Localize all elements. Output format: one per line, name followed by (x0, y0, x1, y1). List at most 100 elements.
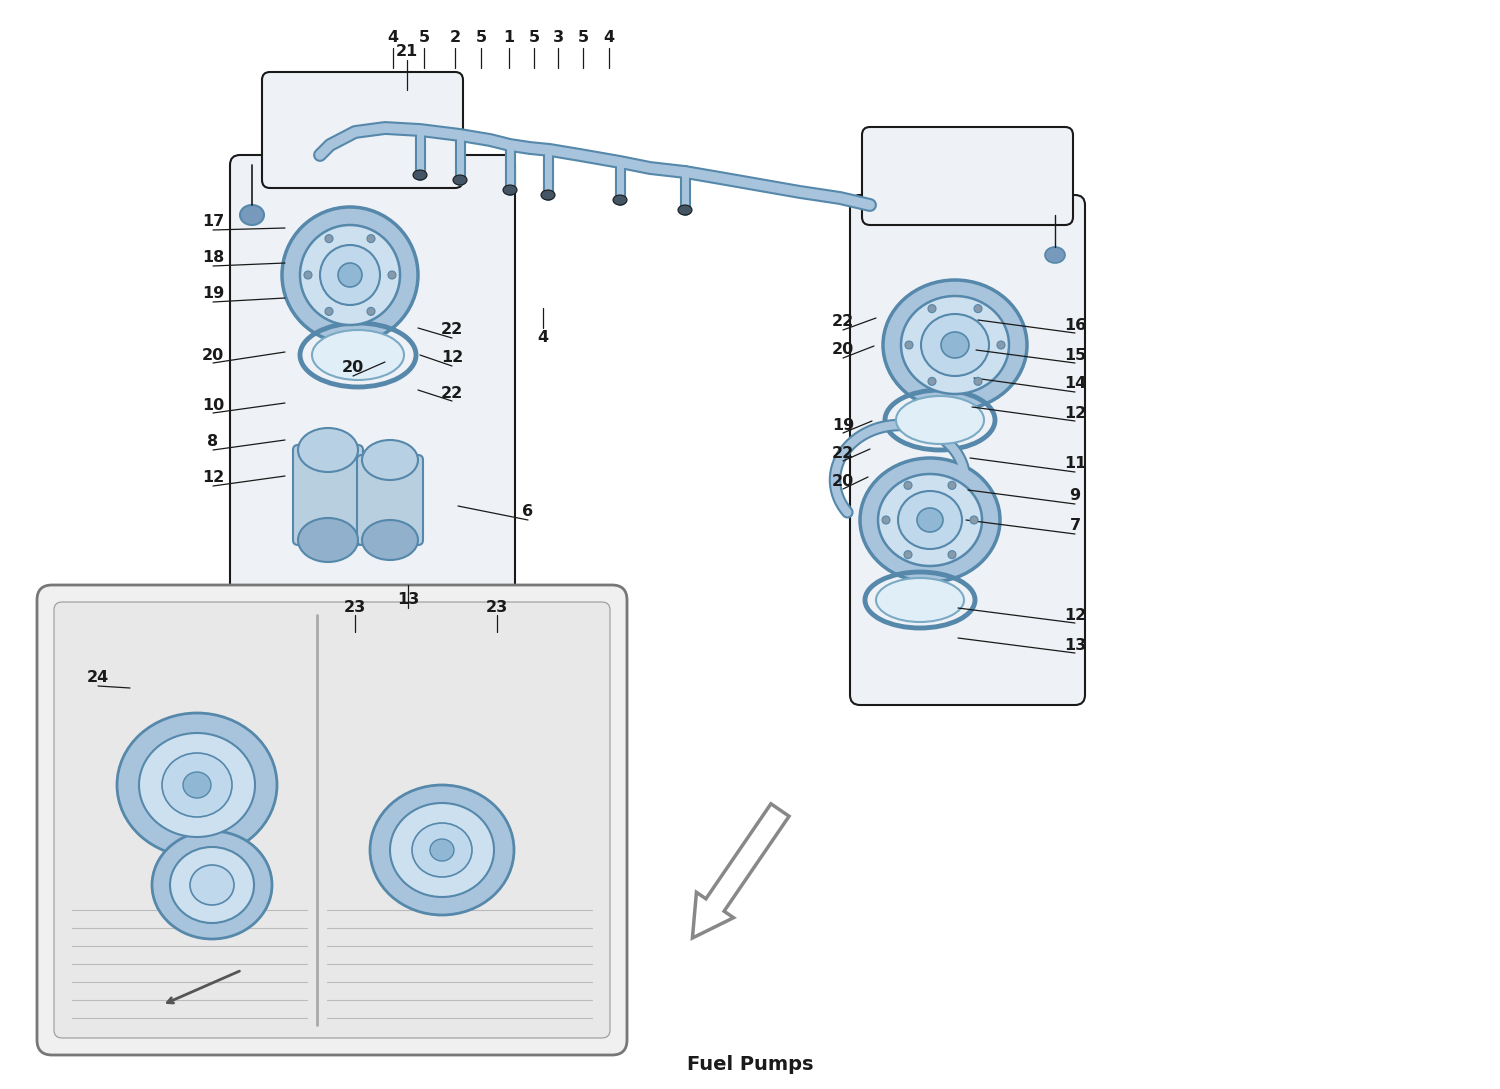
Ellipse shape (413, 170, 428, 180)
Text: 8: 8 (207, 435, 219, 450)
Text: 21: 21 (396, 45, 418, 60)
Ellipse shape (921, 314, 988, 376)
Text: 15: 15 (1064, 347, 1086, 363)
Text: 5: 5 (528, 30, 540, 46)
Ellipse shape (940, 332, 969, 358)
Ellipse shape (876, 578, 965, 622)
FancyBboxPatch shape (862, 127, 1072, 225)
Ellipse shape (970, 516, 978, 524)
Text: 3: 3 (552, 30, 564, 46)
Ellipse shape (974, 305, 982, 313)
Text: 18: 18 (202, 250, 223, 266)
Ellipse shape (413, 823, 472, 877)
Ellipse shape (882, 516, 890, 524)
Ellipse shape (916, 507, 944, 533)
Text: 19: 19 (833, 417, 854, 432)
Ellipse shape (896, 396, 984, 444)
Ellipse shape (998, 341, 1005, 348)
Ellipse shape (152, 831, 272, 939)
Text: 22: 22 (441, 386, 464, 401)
Text: 22: 22 (833, 445, 854, 461)
FancyBboxPatch shape (38, 585, 627, 1055)
FancyBboxPatch shape (357, 455, 423, 544)
Text: 4: 4 (537, 330, 549, 345)
Ellipse shape (928, 378, 936, 386)
Ellipse shape (240, 205, 264, 225)
Text: 5: 5 (419, 30, 429, 46)
Text: 24: 24 (87, 671, 109, 685)
Text: 4: 4 (603, 30, 615, 46)
Ellipse shape (859, 458, 1000, 582)
Text: 5: 5 (476, 30, 486, 46)
FancyArrow shape (693, 804, 789, 938)
FancyBboxPatch shape (54, 602, 610, 1038)
Text: 10: 10 (202, 397, 223, 413)
Ellipse shape (298, 518, 358, 562)
Ellipse shape (948, 481, 956, 489)
Text: 9: 9 (1070, 489, 1080, 503)
Ellipse shape (368, 307, 375, 316)
Ellipse shape (878, 474, 983, 566)
Ellipse shape (298, 428, 358, 472)
Ellipse shape (974, 378, 982, 386)
Text: 5: 5 (578, 30, 588, 46)
Text: 13: 13 (1064, 637, 1086, 652)
Ellipse shape (390, 803, 494, 897)
Ellipse shape (183, 772, 211, 798)
Ellipse shape (368, 234, 375, 243)
Text: 19: 19 (202, 286, 223, 302)
Text: 6: 6 (522, 504, 534, 519)
Ellipse shape (162, 752, 232, 817)
Text: 16: 16 (1064, 318, 1086, 332)
FancyBboxPatch shape (230, 155, 514, 595)
Ellipse shape (320, 245, 380, 305)
Text: 20: 20 (833, 343, 854, 357)
Ellipse shape (117, 713, 278, 857)
Text: 17: 17 (202, 215, 223, 230)
Ellipse shape (338, 264, 362, 287)
Text: 12: 12 (1064, 405, 1086, 420)
Ellipse shape (430, 839, 454, 861)
Ellipse shape (362, 440, 419, 480)
Ellipse shape (948, 551, 956, 559)
Text: 13: 13 (398, 592, 418, 608)
Ellipse shape (362, 521, 419, 560)
FancyBboxPatch shape (262, 72, 464, 188)
Ellipse shape (304, 271, 312, 279)
Ellipse shape (170, 847, 254, 923)
Text: 23: 23 (486, 600, 508, 614)
Text: 2: 2 (450, 30, 460, 46)
Ellipse shape (1046, 247, 1065, 264)
Ellipse shape (453, 175, 466, 185)
FancyBboxPatch shape (850, 195, 1084, 705)
Text: 12: 12 (1064, 608, 1086, 623)
Ellipse shape (503, 185, 518, 195)
Ellipse shape (388, 271, 396, 279)
Text: 4: 4 (387, 30, 399, 46)
Text: 22: 22 (833, 315, 854, 330)
Ellipse shape (678, 205, 692, 215)
Ellipse shape (904, 481, 912, 489)
Text: 12: 12 (202, 470, 223, 486)
Ellipse shape (904, 341, 914, 348)
Text: 14: 14 (1064, 377, 1086, 392)
Text: 20: 20 (833, 474, 854, 489)
Text: 12: 12 (441, 351, 464, 366)
Text: Fuel Pumps: Fuel Pumps (687, 1055, 813, 1075)
Ellipse shape (884, 280, 1028, 409)
Ellipse shape (370, 785, 514, 915)
Ellipse shape (928, 305, 936, 313)
Text: 23: 23 (344, 600, 366, 614)
Ellipse shape (902, 296, 1010, 394)
Ellipse shape (190, 865, 234, 905)
Ellipse shape (300, 225, 400, 325)
Text: 11: 11 (1064, 456, 1086, 472)
Ellipse shape (282, 207, 418, 343)
Ellipse shape (904, 551, 912, 559)
Text: 22: 22 (441, 322, 464, 338)
Ellipse shape (542, 189, 555, 200)
FancyBboxPatch shape (292, 445, 363, 544)
Text: 1: 1 (504, 30, 515, 46)
Ellipse shape (140, 733, 255, 837)
Ellipse shape (898, 491, 962, 549)
